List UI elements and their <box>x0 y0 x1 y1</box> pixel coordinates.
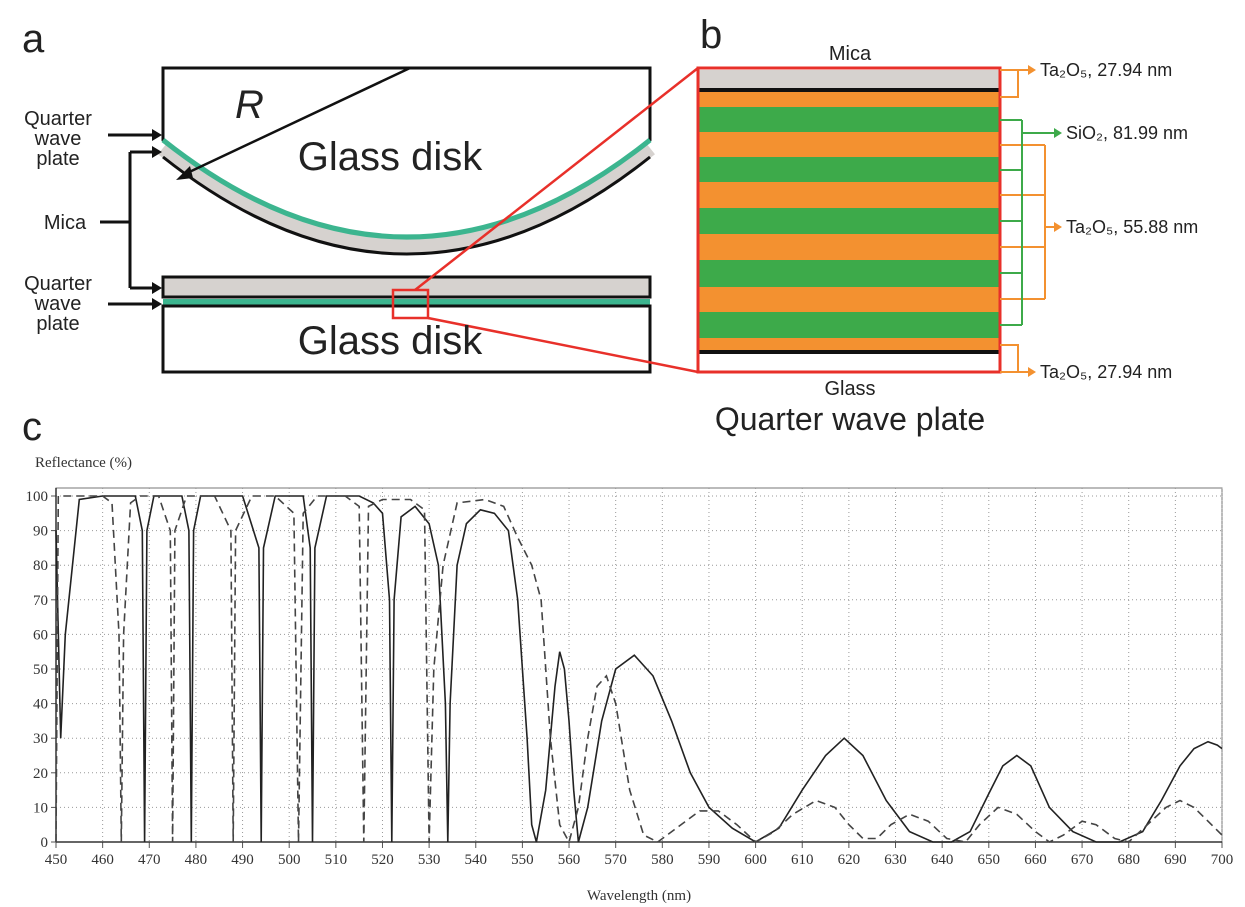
y-tick-label: 100 <box>26 489 49 505</box>
y-axis-title: Reflectance (%) <box>35 455 132 471</box>
mica-label: Mica <box>829 43 872 65</box>
qwp-label: wave <box>34 293 82 315</box>
x-tick-label: 520 <box>371 852 394 868</box>
x-tick-label: 450 <box>45 852 68 868</box>
mica-label: Mica <box>44 212 87 234</box>
y-tick-label: 50 <box>33 662 48 678</box>
x-tick-label: 590 <box>698 852 721 868</box>
x-tick-label: 510 <box>325 852 348 868</box>
plot-frame <box>56 488 1222 842</box>
glass-label: Glass <box>824 378 875 400</box>
sio2-brackets <box>1000 120 1055 325</box>
y-tick-label: 10 <box>33 800 48 816</box>
y-tick-label: 20 <box>33 766 48 782</box>
layer-label: Ta₂O₅, 27.94 nm <box>1040 60 1172 80</box>
caption: Quarter wave plate <box>715 401 985 437</box>
interface <box>698 88 1000 92</box>
panel-label: c <box>22 405 42 449</box>
qwp-label: Quarter <box>24 108 92 130</box>
mica-layer <box>698 70 1000 88</box>
y-tick-label: 60 <box>33 627 48 643</box>
x-tick-label: 660 <box>1024 852 1047 868</box>
panel-b-drawing <box>698 65 1062 377</box>
sio2-arrow <box>1054 128 1062 138</box>
x-tick-label: 460 <box>91 852 114 868</box>
x-tick-label: 490 <box>231 852 254 868</box>
quarter-wave-bottom <box>163 299 650 305</box>
x-tick-label: 630 <box>884 852 907 868</box>
panel-label: b <box>700 13 722 57</box>
x-tick-label: 640 <box>931 852 954 868</box>
glass-disk-label: Glass disk <box>298 319 483 363</box>
x-tick-label: 620 <box>838 852 861 868</box>
x-tick-label: 700 <box>1211 852 1234 868</box>
layer-label: SiO₂, 81.99 nm <box>1066 123 1188 143</box>
x-tick-label: 580 <box>651 852 674 868</box>
series-line <box>56 496 1222 842</box>
x-tick-label: 550 <box>511 852 534 868</box>
y-tick-label: 40 <box>33 697 48 713</box>
panel-label: a <box>22 17 45 61</box>
mica-bottom <box>163 277 650 297</box>
x-tick-label: 670 <box>1071 852 1094 868</box>
x-tick-label: 600 <box>744 852 767 868</box>
radius-label: R <box>235 83 264 127</box>
figure: a R Glass disk Glass disk Quarter wave p… <box>0 0 1245 907</box>
x-tick-label: 690 <box>1164 852 1187 868</box>
x-tick-label: 650 <box>978 852 1001 868</box>
pointer-lines <box>100 135 156 304</box>
y-tick-label: 70 <box>33 593 48 609</box>
qwp-label: plate <box>36 313 79 335</box>
y-tick-label: 0 <box>41 835 49 851</box>
x-tick-label: 610 <box>791 852 814 868</box>
glass-disk-label: Glass disk <box>298 135 483 179</box>
qwp-label: plate <box>36 148 79 170</box>
x-tick-label: 500 <box>278 852 301 868</box>
qwp-label: Quarter <box>24 273 92 295</box>
interface <box>698 350 1000 354</box>
x-tick-label: 560 <box>558 852 581 868</box>
y-tick-label: 80 <box>33 558 48 574</box>
x-tick-label: 570 <box>604 852 627 868</box>
x-tick-label: 680 <box>1117 852 1140 868</box>
x-axis-title: Wavelength (nm) <box>587 888 691 904</box>
x-tick-label: 530 <box>418 852 441 868</box>
x-tick-label: 540 <box>465 852 488 868</box>
layer-label: Ta₂O₅, 27.94 nm <box>1040 362 1172 382</box>
x-tick-label: 480 <box>185 852 208 868</box>
y-tick-label: 30 <box>33 731 48 747</box>
qwp-label: wave <box>34 128 82 150</box>
layer-label: Ta₂O₅, 55.88 nm <box>1066 217 1198 237</box>
y-tick-label: 90 <box>33 524 48 540</box>
x-tick-label: 470 <box>138 852 161 868</box>
